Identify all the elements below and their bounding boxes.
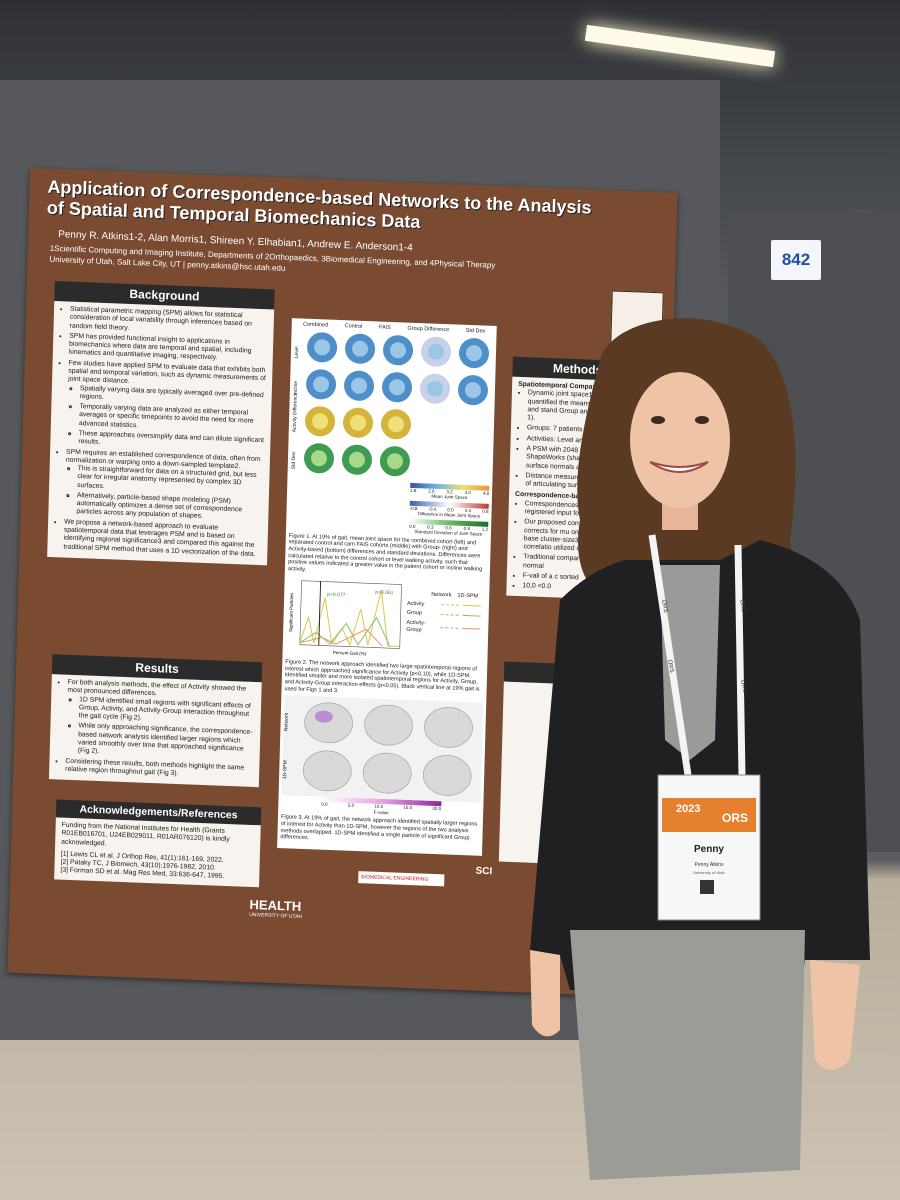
joint-render bbox=[364, 705, 413, 746]
joint-maps bbox=[304, 332, 490, 476]
joint-map-inner bbox=[314, 339, 331, 356]
jacket bbox=[530, 540, 870, 990]
joint-map-inner bbox=[390, 341, 407, 358]
reference-line bbox=[318, 581, 321, 646]
joint-map-inner bbox=[348, 451, 365, 468]
badge-header bbox=[662, 798, 756, 832]
joint-map-inner bbox=[428, 343, 445, 360]
p-label: p=0.061 bbox=[375, 589, 394, 596]
eye bbox=[651, 416, 665, 424]
smile bbox=[649, 461, 709, 473]
badge-full-name: Penny Atkins bbox=[695, 862, 724, 868]
lanyard bbox=[734, 544, 746, 776]
figure2-plot: p=0.077 p=0.061 Percent Gait (%) Signifi… bbox=[288, 580, 402, 656]
joint-map-inner bbox=[387, 415, 404, 432]
joint-map bbox=[457, 374, 488, 405]
lanyard bbox=[648, 534, 692, 776]
eye bbox=[695, 416, 709, 424]
booth-number: 842 bbox=[771, 240, 821, 280]
p-label: p=0.077 bbox=[327, 592, 346, 599]
joint-map-inner bbox=[389, 378, 406, 395]
hand bbox=[530, 950, 560, 1037]
joint-map bbox=[304, 442, 335, 474]
lanyard-logo: ORS bbox=[739, 679, 747, 693]
joint-render bbox=[302, 750, 352, 792]
face bbox=[630, 372, 730, 508]
joint-map-inner bbox=[464, 381, 481, 398]
badge-name: Penny bbox=[694, 844, 724, 855]
joint-map bbox=[421, 336, 452, 367]
hand bbox=[810, 960, 860, 1070]
series-line bbox=[299, 628, 383, 646]
joint-map-inner bbox=[466, 344, 483, 361]
figure-column: Combined Control FAIS Group Difference Std D… bbox=[277, 318, 497, 856]
joint-map-inner bbox=[350, 414, 367, 431]
joint-map bbox=[383, 334, 414, 365]
joint-map bbox=[459, 337, 490, 368]
axis-label: Significant Particles bbox=[288, 592, 294, 632]
axis-label: Percent Gait (%) bbox=[333, 650, 367, 656]
joint-map bbox=[306, 369, 337, 400]
joint-map bbox=[381, 408, 411, 439]
joint-map-inner bbox=[352, 340, 369, 357]
joint-render bbox=[422, 755, 472, 797]
lanyard-logo: ORS bbox=[738, 599, 746, 613]
badge-year: 2023 bbox=[676, 803, 700, 815]
badge-org: ORS bbox=[722, 811, 748, 825]
joint-map-inner bbox=[427, 380, 444, 397]
joint-map-inner bbox=[313, 376, 330, 393]
joint-map bbox=[341, 444, 372, 475]
joint-map-inner bbox=[312, 413, 329, 430]
joint-map bbox=[344, 370, 375, 401]
series-line bbox=[299, 589, 400, 647]
poster: Application of Correspondence-based Netw… bbox=[7, 168, 678, 998]
joint-render bbox=[362, 753, 412, 794]
joint-map bbox=[307, 332, 338, 363]
figure3-renders bbox=[302, 702, 473, 797]
dress bbox=[570, 930, 805, 1180]
figure1-grid bbox=[304, 332, 490, 476]
joint-map bbox=[382, 371, 413, 402]
joint-render bbox=[424, 707, 473, 749]
joint-map-inner bbox=[386, 452, 403, 469]
joint-map bbox=[305, 406, 336, 437]
joint-map-inner bbox=[311, 449, 328, 466]
joint-map bbox=[420, 373, 450, 404]
highlight-region bbox=[314, 710, 333, 724]
joint-map bbox=[345, 333, 376, 364]
joint-map bbox=[379, 445, 410, 476]
lanyard-logo: ORS bbox=[660, 599, 668, 613]
series-line bbox=[299, 616, 391, 647]
qr-code bbox=[700, 880, 714, 894]
lanyard-logo: ORS bbox=[666, 659, 674, 673]
joint-map bbox=[343, 407, 374, 438]
joint-map-inner bbox=[351, 377, 368, 394]
badge-affiliation: University of Utah bbox=[693, 870, 725, 875]
joint-render bbox=[304, 702, 353, 744]
